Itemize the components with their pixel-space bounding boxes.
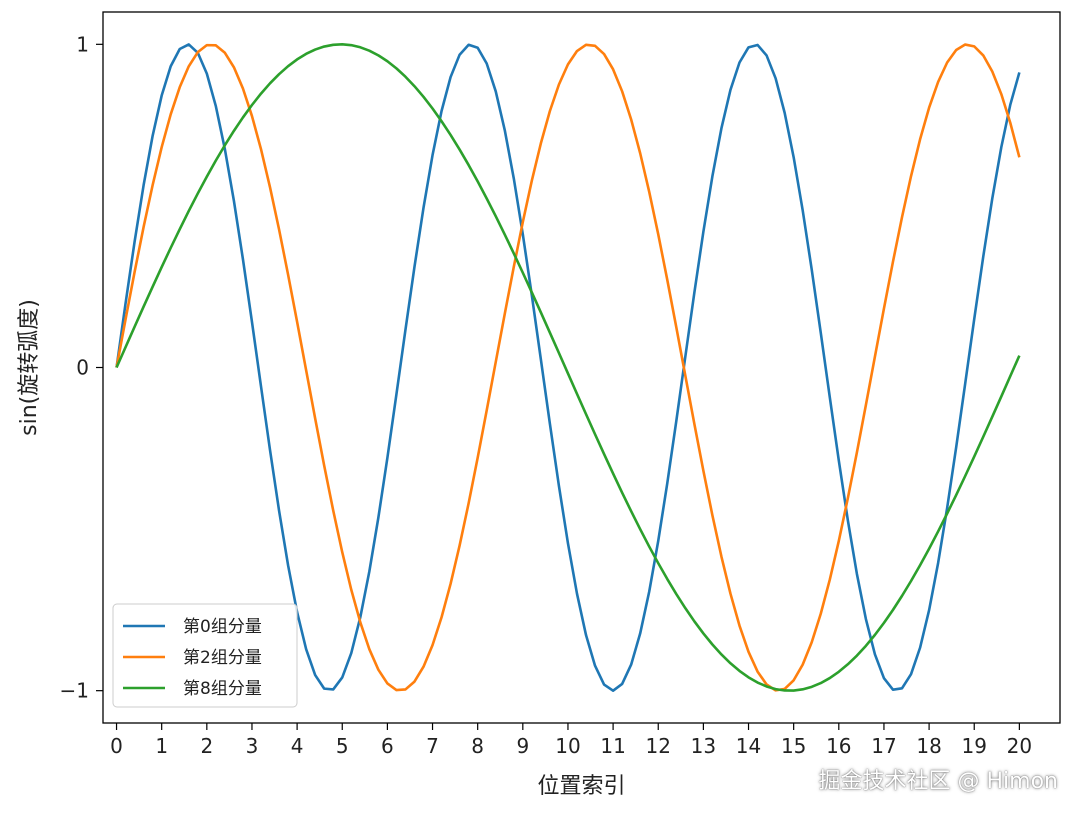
x-axis-label: 位置索引	[537, 774, 625, 799]
x-tick-label: 17	[871, 734, 896, 758]
x-tick-label: 20	[1007, 734, 1032, 758]
x-axis-ticks: 0 1 2 3 4 5 6 7 8 9 10 11 12 13 14 15 16 17 18 19 20	[110, 723, 1032, 758]
x-tick-label: 16	[826, 734, 851, 758]
x-tick-label: 14	[736, 734, 761, 758]
x-tick-label: 0	[110, 734, 123, 758]
x-tick-label: 9	[516, 734, 529, 758]
y-axis-label: sin(旋转弧度)	[17, 299, 42, 436]
x-tick-label: 7	[426, 734, 439, 758]
y-tick-label: −1	[60, 679, 89, 703]
y-axis-ticks: −1 0 1	[60, 32, 103, 703]
y-tick-label: 0	[76, 356, 89, 380]
x-tick-label: 12	[646, 734, 671, 758]
series-line-1	[115, 43, 1021, 692]
watermark-text: 掘金技术社区 @ Himon	[818, 769, 1058, 794]
x-tick-label: 2	[200, 734, 213, 758]
series-layer	[115, 43, 1021, 692]
legend-label: 第2组分量	[183, 648, 262, 668]
legend-label: 第0组分量	[183, 617, 262, 637]
x-tick-label: 19	[962, 734, 987, 758]
x-tick-label: 11	[600, 734, 625, 758]
legend-box	[112, 603, 298, 708]
legend-label: 第8组分量	[183, 679, 262, 699]
series-line-0	[115, 43, 1021, 692]
y-tick-label: 1	[76, 32, 89, 56]
series-line-2	[115, 43, 1021, 692]
x-tick-label: 1	[155, 734, 168, 758]
x-tick-label: 10	[555, 734, 580, 758]
x-tick-label: 6	[381, 734, 394, 758]
x-tick-label: 13	[691, 734, 716, 758]
x-tick-label: 5	[336, 734, 349, 758]
x-tick-label: 4	[291, 734, 304, 758]
x-tick-label: 8	[471, 734, 484, 758]
x-tick-label: 18	[916, 734, 941, 758]
x-tick-label: 15	[781, 734, 806, 758]
x-tick-label: 3	[246, 734, 259, 758]
